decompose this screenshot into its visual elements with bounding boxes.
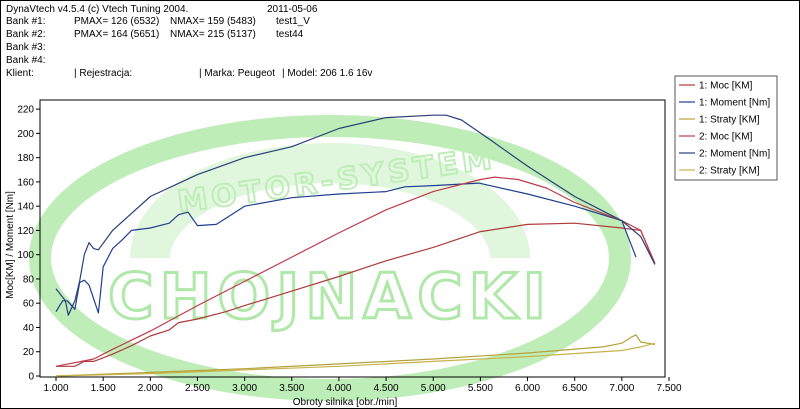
- x-tick-label: 2.500: [185, 383, 210, 394]
- x-tick-label: 3.000: [232, 383, 257, 394]
- bank2-name: test44: [276, 29, 304, 40]
- app-title: DynaVtech v4.5.4 (c) Vtech Tuning 2004.: [6, 4, 189, 15]
- bank3-label: Bank #3:: [6, 42, 46, 53]
- y-tick-label: 40: [23, 323, 35, 334]
- x-axis-label: Obroty silnika [obr./min]: [293, 397, 398, 408]
- y-tick-label: 220: [17, 105, 34, 116]
- x-tick-label: 7.000: [609, 383, 634, 394]
- series-line-4: [55, 176, 656, 367]
- plot-area: [39, 99, 666, 378]
- y-tick-label: 80: [23, 274, 35, 285]
- x-tick-label: 4.500: [374, 383, 399, 394]
- series-line-2: [55, 182, 637, 314]
- bank1-nmax: NMAX= 159 (5483): [170, 16, 256, 27]
- registration-label: | Rejestracja:: [74, 68, 133, 79]
- series-line-5: [55, 114, 656, 316]
- legend: 1: Moc [KM] 1: Moment [Nm] 1: Straty [KM] 2…: [679, 81, 770, 177]
- legend-label: 1: Moment [Nm]: [699, 98, 770, 109]
- legend-label: 1: Moc [KM]: [699, 81, 753, 92]
- bank4-label: Bank #4:: [6, 55, 46, 66]
- x-tick-label: 6.500: [562, 383, 587, 394]
- y-tick-label: 100: [17, 250, 34, 261]
- x-tick-label: 3.500: [279, 383, 304, 394]
- y-tick-label: 20: [23, 347, 35, 358]
- bank2-pmax: PMAX= 164 (5651): [74, 29, 160, 40]
- legend-label: 2: Moment [Nm]: [699, 149, 770, 160]
- y-tick-label: 200: [17, 129, 34, 140]
- legend-label: 2: Moc [KM]: [699, 132, 753, 143]
- x-tick-label: 7.500: [656, 383, 681, 394]
- axes: 1.000 1.500 2.000 2.500 3.000 3.500 4.000 4.500…: [17, 105, 682, 394]
- y-tick-label: 180: [17, 153, 34, 164]
- legend-box: [674, 75, 778, 181]
- watermark-logo: CHOJNACKI MOTOR-SYSTEM: [29, 115, 631, 401]
- y-axis-label: Moc[KM] / Moment [Nm]: [5, 191, 16, 299]
- bank1-label: Bank #1:: [6, 16, 46, 27]
- bank1-pmax: PMAX= 126 (6532): [74, 16, 160, 27]
- x-tick-label: 1.000: [43, 383, 68, 394]
- x-tick-label: 4.000: [326, 383, 351, 394]
- series-layer: [55, 114, 656, 377]
- series-line-6: [55, 342, 656, 377]
- x-tick-label: 2.000: [138, 383, 163, 394]
- bank2-nmax: NMAX= 215 (5137): [170, 29, 256, 40]
- y-tick-label: 120: [17, 226, 34, 237]
- svg-text:CHOJNACKI: CHOJNACKI: [108, 260, 552, 333]
- client-label: Klient:: [6, 68, 34, 79]
- series-line-1: [56, 222, 656, 367]
- y-tick-label: 140: [17, 202, 34, 213]
- x-tick-label: 6.000: [515, 383, 540, 394]
- x-tick-label: 5.500: [468, 383, 493, 394]
- bank1-name: test1_V: [276, 16, 310, 27]
- series-line-3: [55, 334, 656, 377]
- y-tick-label: 0: [28, 372, 34, 383]
- legend-label: 1: Straty [KM]: [699, 115, 760, 126]
- make-label: | Marka: Peugeot: [199, 68, 275, 79]
- x-tick-label: 1.500: [91, 383, 116, 394]
- report-date: 2011-05-06: [267, 4, 318, 15]
- bank2-label: Bank #2:: [6, 29, 46, 40]
- y-tick-label: 160: [17, 177, 34, 188]
- legend-label: 2: Straty [KM]: [699, 166, 760, 177]
- y-tick-label: 60: [23, 299, 35, 310]
- x-tick-label: 5.000: [421, 383, 446, 394]
- model-label: | Model: 206 1.6 16v: [282, 68, 373, 79]
